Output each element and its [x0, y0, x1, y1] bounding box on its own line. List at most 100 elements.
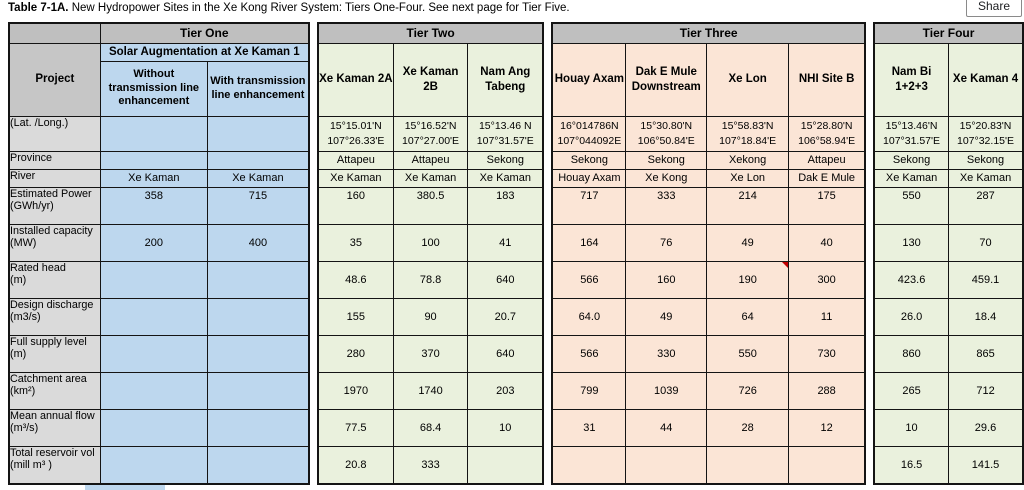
value-cell: 90: [392, 297, 469, 336]
value-cell: 160: [625, 260, 708, 299]
value-cell: 1740: [392, 371, 469, 410]
value-cell: 49: [625, 297, 708, 336]
table-row: River Xe Kaman Xe Kaman: [8, 168, 310, 188]
tier-header: Tier Two: [317, 22, 544, 44]
value-cell: [788, 445, 866, 485]
province-cell: [206, 150, 310, 170]
table-row: 155 90 20.7: [317, 297, 544, 336]
table-row: 16°014786N 107°044092E 15°30.80'N 106°50.…: [551, 115, 866, 152]
table-row: 566 160 190 300: [551, 260, 866, 299]
river-cell: Xe Kaman: [948, 168, 1024, 188]
table-row: [551, 445, 866, 485]
value-cell: 330: [625, 334, 708, 373]
project-cell: Xe Lon: [706, 42, 790, 117]
tier-header: Tier Three: [551, 22, 866, 44]
value-cell: 214: [706, 186, 790, 225]
value-cell: [99, 371, 208, 410]
table-row: Full supply level (m): [8, 334, 310, 373]
value-cell: 423.6: [873, 260, 950, 299]
value-cell: [206, 408, 310, 447]
table-row: Project Solar Augmentation at Xe Kaman 1: [8, 42, 310, 117]
value-cell: 48.6: [317, 260, 394, 299]
river-cell: Houay Axam: [551, 168, 627, 188]
value-cell: 160: [317, 186, 394, 225]
table-row: Without transmission line enhancement Wit…: [9, 60, 310, 117]
table-row: 280 370 640: [317, 334, 544, 373]
table-row: Estimated Power (GWh/yr) 358 715: [8, 186, 310, 225]
value-cell: 49: [706, 223, 790, 262]
table-row: Houay Axam Dak E Mule Downstream Xe Lon NHI…: [551, 42, 866, 117]
table-row: 550 287: [873, 186, 1024, 225]
province-cell: Attapeu: [392, 150, 469, 170]
river-cell: Xe Kaman: [392, 168, 469, 188]
project-cell: With transmission line enhancement: [206, 60, 310, 117]
latlong-cell: 15°13.46 N 107°31.57'E: [467, 115, 544, 152]
table-row: Attapeu Attapeu Sekong: [317, 150, 544, 170]
table-row: Houay Axam Xe Kong Xe Lon Dak E Mule: [551, 168, 866, 188]
value-cell: 70: [948, 223, 1024, 262]
table-row: 26.0 18.4: [873, 297, 1024, 336]
table-title-number: Table 7-1A.: [8, 2, 69, 14]
table-row: Tier Three: [551, 22, 866, 44]
value-cell: [206, 371, 310, 410]
value-cell: 28: [706, 408, 790, 447]
value-cell: 190: [706, 260, 790, 299]
table-row: Mean annual flow (m³/s): [8, 408, 310, 447]
table-row: Tier One: [8, 22, 310, 44]
value-cell: 370: [392, 334, 469, 373]
value-cell: [206, 334, 310, 373]
value-cell: 380.5: [392, 186, 469, 225]
value-cell: 155: [317, 297, 394, 336]
value-cell: [206, 297, 310, 336]
value-cell: 68.4: [392, 408, 469, 447]
province-cell: Sekong: [467, 150, 544, 170]
table-row: 64.0 49 64 11: [551, 297, 866, 336]
value-cell: 726: [706, 371, 790, 410]
table-row: Xe Kaman Xe Kaman: [873, 168, 1024, 188]
river-cell: Xe Kaman: [317, 168, 394, 188]
province-cell: Attapeu: [788, 150, 866, 170]
value-cell: 400: [206, 223, 310, 262]
table-row: Xe Kaman Xe Kaman Xe Kaman: [317, 168, 544, 188]
value-row-label: Installed capacity (MW): [8, 223, 101, 262]
latlong-cell: 15°16.52'N 107°27.00'E: [392, 115, 469, 152]
value-cell: 31: [551, 408, 627, 447]
value-cell: 200: [99, 223, 208, 262]
table-row: 48.6 78.8 640: [317, 260, 544, 299]
table-row: Nam Bi 1+2+3 Xe Kaman 4: [873, 42, 1024, 117]
value-cell: 550: [873, 186, 950, 225]
value-cell: [467, 445, 544, 485]
river-cell: Xe Kaman: [467, 168, 544, 188]
table-row: 799 1039 726 288: [551, 371, 866, 410]
tier-table-2: Tier Two Xe Kaman 2A Xe Kaman 2B Nam Ang Ta…: [316, 22, 545, 485]
value-cell: 358: [99, 186, 208, 225]
latlong-cell: 15°30.80'N 106°50.84'E: [625, 115, 708, 152]
river-cell: Xe Kaman: [206, 168, 310, 188]
value-cell: 76: [625, 223, 708, 262]
tier-header: Tier One: [99, 22, 310, 44]
project-cell: Nam Ang Tabeng: [467, 42, 544, 117]
river-cell: Xe Lon: [706, 168, 790, 188]
value-cell: 712: [948, 371, 1024, 410]
value-cell: 333: [392, 445, 469, 485]
province-row-label: Province: [8, 150, 101, 170]
province-cell: Sekong: [551, 150, 627, 170]
table-row: Tier Two: [317, 22, 544, 44]
value-cell: [206, 445, 310, 485]
value-cell: 730: [788, 334, 866, 373]
project-cell: Without transmission line enhancement: [99, 60, 208, 117]
value-cell: 1039: [625, 371, 708, 410]
value-cell: 141.5: [948, 445, 1024, 485]
latlong-cell: 15°15.01'N 107°26.33'E: [317, 115, 394, 152]
value-row-label: Total reservoir vol (mill m³ ): [8, 445, 101, 485]
latlong-cell: [206, 115, 310, 152]
value-cell: 717: [551, 186, 627, 225]
value-cell: [99, 408, 208, 447]
value-cell: 860: [873, 334, 950, 373]
value-row-label: Estimated Power (GWh/yr): [8, 186, 101, 225]
share-button[interactable]: Share: [965, 0, 1022, 17]
table-row: Installed capacity (MW) 200 400: [8, 223, 310, 262]
value-cell: 566: [551, 334, 627, 373]
tier-table-4: Tier Four Nam Bi 1+2+3 Xe Kaman 4 15°13.46'…: [873, 22, 1024, 485]
